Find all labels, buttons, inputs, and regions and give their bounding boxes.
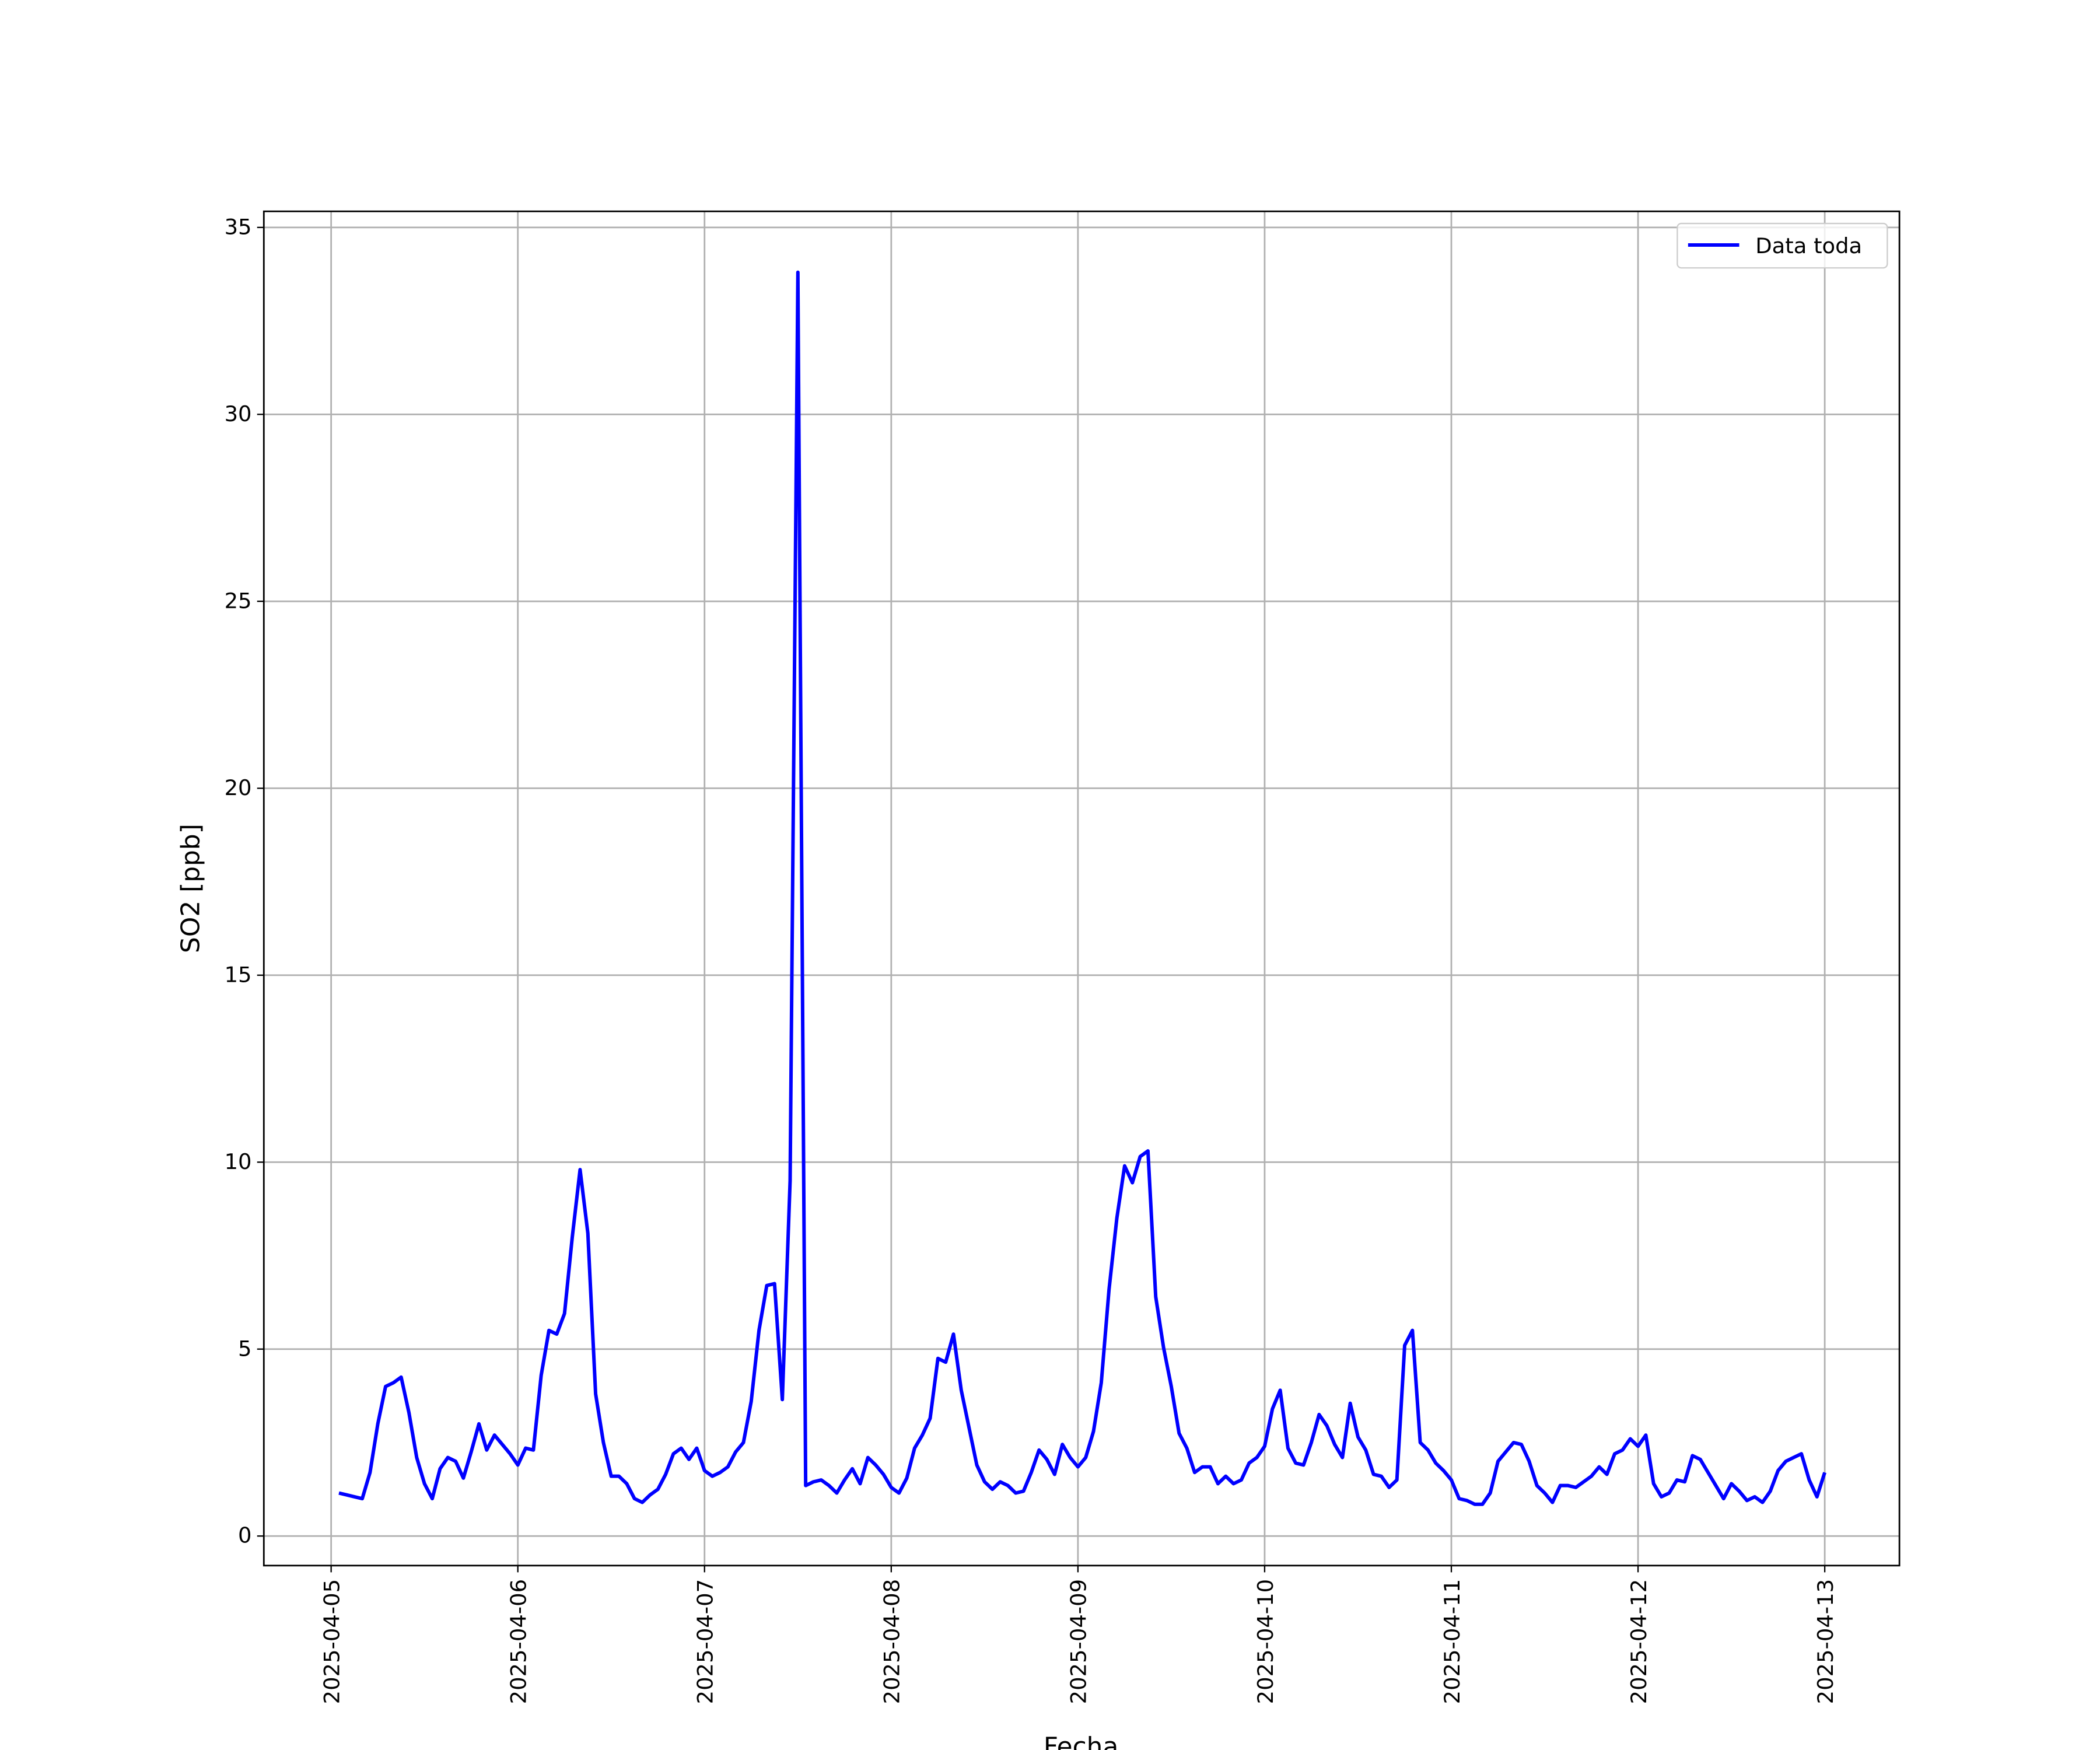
y-tick-label: 0 — [238, 1523, 251, 1548]
legend-box — [1676, 222, 1888, 269]
plot-frame — [262, 210, 1901, 1567]
y-tick-label: 20 — [225, 775, 252, 800]
x-tick-label: 2025-04-13 — [1813, 1579, 1838, 1704]
x-tick-label: 2025-04-11 — [1440, 1579, 1465, 1704]
y-tick-label: 35 — [225, 214, 252, 239]
y-tick-label: 10 — [225, 1149, 252, 1174]
legend: Data toda — [1676, 222, 1888, 269]
y-tick-label: 15 — [225, 962, 252, 987]
data-line — [338, 270, 1826, 1506]
x-tick-label: 2025-04-10 — [1253, 1579, 1278, 1704]
y-tick-label: 25 — [225, 588, 252, 613]
y-axis-label: SO2 [ppb] — [176, 824, 206, 953]
legend-label: Data toda — [1755, 233, 1862, 258]
x-tick-label: 2025-04-07 — [693, 1579, 718, 1704]
x-tick-label: 2025-04-08 — [880, 1579, 905, 1704]
x-tick-label: 2025-04-09 — [1066, 1579, 1091, 1704]
x-axis-label: Fecha — [1044, 1732, 1119, 1750]
y-tick-label: 30 — [225, 401, 252, 426]
x-tick-label: 2025-04-12 — [1626, 1579, 1651, 1704]
x-tick-label: 2025-04-05 — [320, 1579, 345, 1704]
y-tick-label: 5 — [238, 1336, 251, 1361]
x-tick-label: 2025-04-06 — [506, 1579, 531, 1704]
